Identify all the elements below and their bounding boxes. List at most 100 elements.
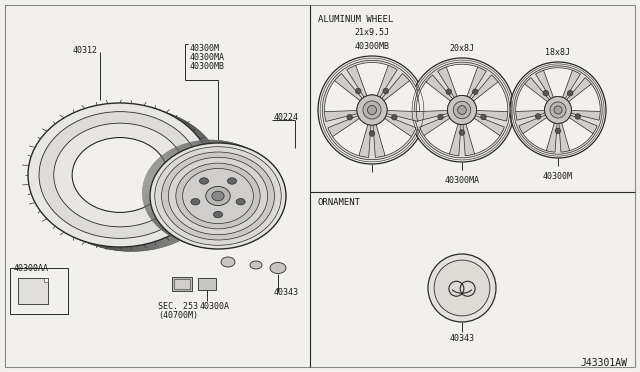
Ellipse shape xyxy=(72,138,168,212)
Circle shape xyxy=(414,62,510,158)
Circle shape xyxy=(510,62,606,158)
Circle shape xyxy=(367,106,376,115)
Text: 40300MA: 40300MA xyxy=(445,176,479,185)
Circle shape xyxy=(453,101,471,119)
Ellipse shape xyxy=(206,186,230,206)
Polygon shape xyxy=(569,115,597,134)
Polygon shape xyxy=(426,75,452,101)
Polygon shape xyxy=(562,118,593,151)
Polygon shape xyxy=(424,118,458,154)
Circle shape xyxy=(438,114,444,120)
Text: ALUMINUM WHEEL: ALUMINUM WHEEL xyxy=(318,15,393,24)
Polygon shape xyxy=(543,68,572,97)
FancyBboxPatch shape xyxy=(198,278,216,290)
Text: 40300MB: 40300MB xyxy=(355,42,390,51)
Polygon shape xyxy=(384,81,419,112)
Polygon shape xyxy=(536,70,554,99)
Circle shape xyxy=(458,106,467,114)
Ellipse shape xyxy=(250,261,262,269)
Circle shape xyxy=(428,254,496,322)
Circle shape xyxy=(323,60,422,160)
Polygon shape xyxy=(559,123,570,152)
Bar xyxy=(10,268,68,314)
Polygon shape xyxy=(347,65,367,97)
Polygon shape xyxy=(328,116,360,137)
Polygon shape xyxy=(44,278,48,282)
Text: 40312: 40312 xyxy=(73,46,98,55)
Ellipse shape xyxy=(28,103,212,247)
Text: J43301AW: J43301AW xyxy=(580,358,627,368)
Polygon shape xyxy=(438,67,457,98)
Circle shape xyxy=(369,131,375,136)
Text: ORNAMENT: ORNAMENT xyxy=(318,198,361,207)
Text: 40343: 40343 xyxy=(274,288,299,297)
Circle shape xyxy=(554,106,562,114)
Polygon shape xyxy=(324,81,360,112)
Text: 40300M: 40300M xyxy=(543,172,573,181)
Circle shape xyxy=(447,96,477,125)
Circle shape xyxy=(543,90,548,96)
Ellipse shape xyxy=(270,263,286,273)
Polygon shape xyxy=(516,84,547,112)
Polygon shape xyxy=(519,115,547,134)
Circle shape xyxy=(434,260,490,316)
Polygon shape xyxy=(446,64,477,96)
Circle shape xyxy=(355,88,361,94)
Polygon shape xyxy=(516,110,545,120)
Ellipse shape xyxy=(191,199,200,205)
Polygon shape xyxy=(385,116,416,137)
Circle shape xyxy=(410,58,514,162)
FancyBboxPatch shape xyxy=(174,279,190,289)
Text: 40300MB: 40300MB xyxy=(190,62,225,71)
Polygon shape xyxy=(381,74,410,101)
Polygon shape xyxy=(463,124,475,155)
Polygon shape xyxy=(547,123,557,152)
Polygon shape xyxy=(474,82,508,112)
Text: 40224: 40224 xyxy=(274,113,299,122)
Polygon shape xyxy=(525,78,549,102)
FancyBboxPatch shape xyxy=(172,277,192,291)
Text: 40300AA: 40300AA xyxy=(14,264,49,273)
Polygon shape xyxy=(387,110,419,122)
Circle shape xyxy=(392,115,397,120)
Polygon shape xyxy=(416,82,451,112)
Circle shape xyxy=(568,90,573,96)
Circle shape xyxy=(514,66,602,154)
Polygon shape xyxy=(356,62,388,96)
Circle shape xyxy=(318,56,426,164)
Polygon shape xyxy=(474,115,504,135)
Polygon shape xyxy=(335,74,362,101)
Circle shape xyxy=(545,97,572,124)
Ellipse shape xyxy=(150,143,286,249)
Ellipse shape xyxy=(227,178,237,184)
Text: 18x8J: 18x8J xyxy=(545,48,570,57)
Bar xyxy=(18,278,48,304)
Circle shape xyxy=(363,101,381,119)
Polygon shape xyxy=(471,75,498,101)
Polygon shape xyxy=(566,78,591,102)
Polygon shape xyxy=(568,84,600,112)
Text: (40700M): (40700M) xyxy=(158,311,198,320)
Ellipse shape xyxy=(182,169,253,224)
Circle shape xyxy=(357,95,387,125)
Polygon shape xyxy=(523,118,554,151)
Circle shape xyxy=(347,115,353,120)
Ellipse shape xyxy=(54,123,186,227)
Polygon shape xyxy=(377,65,397,97)
Circle shape xyxy=(575,113,580,119)
Polygon shape xyxy=(476,110,508,121)
Ellipse shape xyxy=(214,211,223,218)
Ellipse shape xyxy=(161,152,275,240)
Ellipse shape xyxy=(236,199,245,205)
Polygon shape xyxy=(376,118,412,155)
Polygon shape xyxy=(420,115,450,135)
Ellipse shape xyxy=(200,178,209,184)
Circle shape xyxy=(446,89,452,94)
Ellipse shape xyxy=(155,147,281,245)
Polygon shape xyxy=(571,110,600,120)
Polygon shape xyxy=(324,110,357,122)
Circle shape xyxy=(536,113,541,119)
Ellipse shape xyxy=(39,112,201,238)
Polygon shape xyxy=(449,124,461,155)
Circle shape xyxy=(472,89,478,94)
